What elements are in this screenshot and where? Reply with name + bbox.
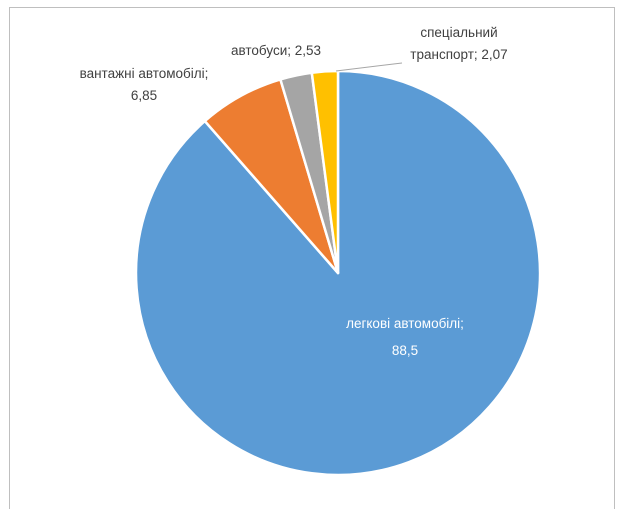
data-label-special-transport-line: транспорт; 2,07 (410, 47, 507, 62)
data-label-special-transport: спеціальний транспорт; 2,07 (410, 25, 507, 62)
data-label-passenger-cars: легкові автомобілі; 88,5 (346, 316, 464, 358)
data-label-buses: автобуси; 2,53 (231, 43, 321, 58)
data-label-buses-line: автобуси; 2,53 (231, 43, 321, 58)
data-label-trucks: вантажні автомобілі; 6,85 (80, 66, 209, 103)
leader-line-special-transport (335, 62, 403, 72)
data-label-passenger-cars-line: легкові автомобілі; (346, 316, 464, 331)
data-label-passenger-cars-line: 88,5 (392, 343, 418, 358)
data-label-special-transport-line: спеціальний (420, 25, 497, 40)
data-label-trucks-line: 6,85 (131, 88, 157, 103)
data-label-trucks-line: вантажні автомобілі; (80, 66, 209, 81)
